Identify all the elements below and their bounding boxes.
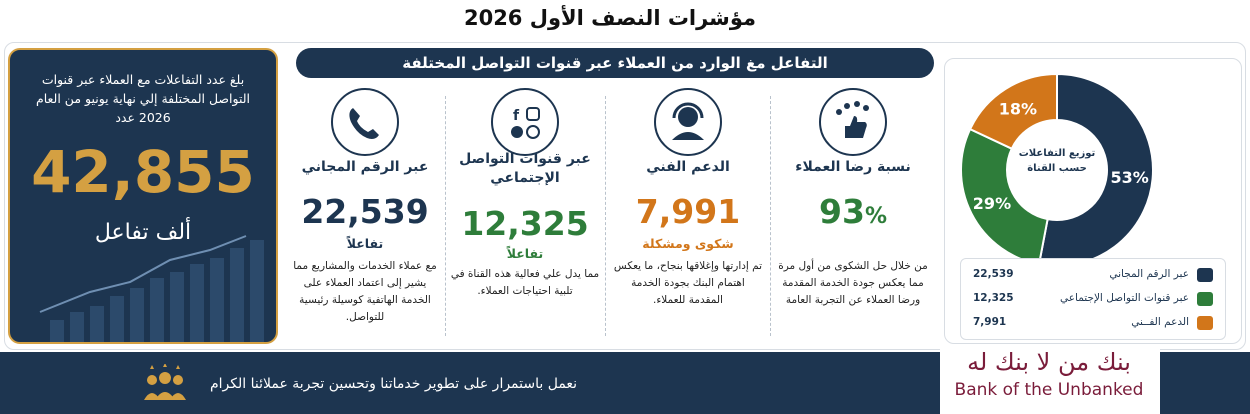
card-value-unit: % [864, 204, 887, 229]
card-text: مما يدل علي فعالية هذه القناة في تلبية ا… [450, 268, 600, 297]
summary-text: بلغ عدد التفاعلات مع العملاء عبر قنوات ا… [35, 72, 251, 125]
logo-arabic: بنك من لا بنك له [967, 348, 1131, 376]
team-icon [144, 364, 186, 400]
card-value-number: 12,325 [461, 204, 589, 243]
card-unit: تفاعلاً [346, 236, 384, 251]
card-unit: تفاعلاً [506, 246, 544, 261]
slice-label: 29% [973, 194, 1011, 213]
slice-label: 18% [999, 99, 1037, 118]
card-value: 93% [778, 192, 928, 231]
footer-text: نعمل باستمرار على تطوير خدماتنا وتحسين ت… [210, 376, 578, 392]
card-unit: شكوى ومشكلة [642, 236, 734, 251]
card: عبر الرقم المجاني 22,539 تفاعلاً مع عملاء ا… [290, 86, 440, 336]
separator [605, 96, 606, 336]
legend-item: عبر الرقم المجاني 22,539 [967, 264, 1219, 286]
page-title: مؤشرات النصف الأول 2026 [463, 6, 757, 30]
card-title: عبر قنوات التواصل الإجتماعي [459, 151, 591, 186]
legend: عبر الرقم المجاني 22,539 عبر قنوات التواصل… [960, 258, 1226, 340]
legend-count: 22,539 [973, 268, 1014, 280]
donut-chart: 53% 29% 18% [960, 72, 1154, 258]
donut-slice [968, 72, 1058, 151]
donut-center-label: توزيع التفاعلات حسب القناة [1018, 148, 1096, 174]
card-icon [331, 88, 399, 156]
card-value: 22,539 [290, 192, 440, 231]
separator [445, 96, 446, 336]
donut-hole [1007, 120, 1107, 220]
card-value: 12,325 [450, 204, 600, 243]
card-text: تم إدارتها وإغلاقها بنجاح، ما يعكس اهتما… [613, 260, 763, 306]
separator [770, 96, 771, 336]
card-title: عبر الرقم المجاني [301, 159, 429, 175]
card-text: مع عملاء الخدمات والمشاريع مما يشير إلى … [293, 260, 437, 323]
legend-swatch [1197, 292, 1213, 306]
card-icon [819, 88, 887, 156]
slice-label: 53% [1111, 168, 1149, 187]
svg-text:f: f [513, 108, 520, 124]
card: الدعم الفني 7,991 شكوى ومشكلة تم إدارتها وإ… [613, 86, 763, 336]
decor-bars [39, 235, 264, 342]
summary-panel: بلغ عدد التفاعلات مع العملاء عبر قنوات ا… [8, 48, 278, 344]
card-value-number: 22,539 [301, 192, 429, 231]
legend-count: 7,991 [973, 316, 1007, 328]
legend-label: الدعم الفــني [1131, 316, 1189, 328]
logo-english: Bank of the Unbanked [954, 380, 1144, 400]
card-title: الدعم الفني [646, 159, 730, 175]
legend-count: 12,325 [973, 292, 1014, 304]
chart-panel [944, 58, 1242, 344]
legend-swatch [1197, 268, 1213, 282]
card: نسبة رضا العملاء 93% من خلال حل الشكوى من … [778, 86, 928, 336]
summary-unit: ألف تفاعل [94, 220, 192, 245]
legend-label: عبر قنوات التواصل الإجتماعي [1060, 292, 1189, 304]
card-value-number: 7,991 [635, 192, 741, 231]
card-value-number: 93 [819, 192, 865, 231]
card-icon [654, 88, 722, 156]
banner: التفاعل مغ الوارد من العملاء عبر قنوات ا… [296, 48, 934, 78]
card-icon: f [491, 88, 559, 156]
legend-item: الدعم الفــني 7,991 [967, 312, 1219, 334]
summary-total: 42,855 [31, 138, 255, 206]
legend-item: عبر قنوات التواصل الإجتماعي 12,325 [967, 288, 1219, 310]
card: f عبر قنوات التواصل الإجتماعي 12,325 تفاعلا… [450, 86, 600, 336]
logo-box [940, 345, 1160, 414]
card-title: نسبة رضا العملاء [795, 159, 911, 175]
legend-swatch [1197, 316, 1213, 330]
card-text: من خلال حل الشكوى من أول مرة مما يعكس جو… [778, 260, 928, 306]
card-value: 7,991 [613, 192, 763, 231]
legend-label: عبر الرقم المجاني [1109, 268, 1189, 280]
frame [4, 42, 1246, 350]
